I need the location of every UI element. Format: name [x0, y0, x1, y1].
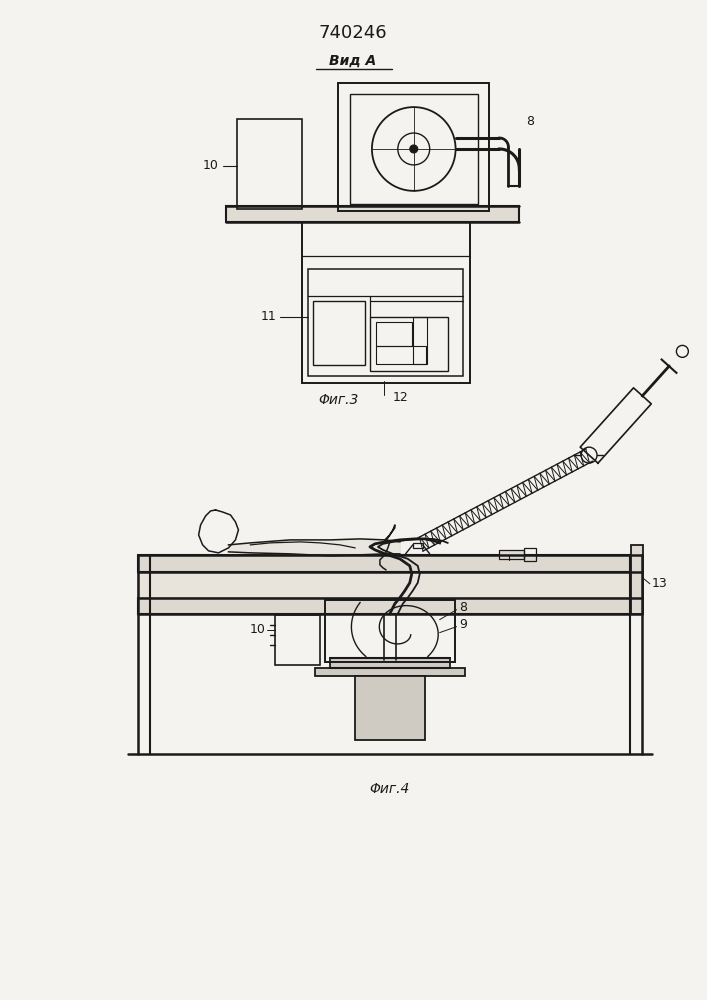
- Text: 11: 11: [261, 310, 276, 323]
- Bar: [376, 346, 426, 364]
- Bar: [413, 317, 427, 364]
- Text: 10: 10: [203, 159, 218, 172]
- Bar: [325, 600, 455, 662]
- Text: 12: 12: [393, 391, 409, 404]
- Bar: [355, 676, 425, 740]
- Bar: [226, 206, 520, 222]
- Text: 8: 8: [460, 601, 467, 614]
- Bar: [525, 548, 537, 561]
- Text: 10: 10: [250, 623, 265, 636]
- Circle shape: [410, 145, 418, 153]
- Bar: [370, 317, 448, 371]
- Text: 13: 13: [652, 577, 667, 590]
- Bar: [499, 550, 525, 559]
- Bar: [350, 94, 477, 204]
- Bar: [138, 598, 642, 614]
- Bar: [138, 555, 642, 572]
- Text: 9: 9: [460, 618, 467, 631]
- Text: 740246: 740246: [319, 24, 387, 42]
- Text: 8: 8: [526, 115, 534, 128]
- Bar: [302, 222, 469, 383]
- Bar: [631, 545, 643, 614]
- Text: Вид А: Вид А: [329, 54, 377, 68]
- Bar: [376, 322, 411, 346]
- Bar: [308, 269, 462, 376]
- Bar: [138, 572, 642, 598]
- Bar: [338, 83, 489, 211]
- Text: Φиг.3: Φиг.3: [318, 393, 358, 407]
- Bar: [313, 301, 365, 365]
- Bar: [275, 615, 320, 665]
- Bar: [315, 668, 464, 676]
- Text: Φиг.4: Φиг.4: [370, 782, 410, 796]
- Bar: [413, 543, 423, 548]
- Bar: [238, 119, 302, 209]
- Bar: [330, 658, 450, 668]
